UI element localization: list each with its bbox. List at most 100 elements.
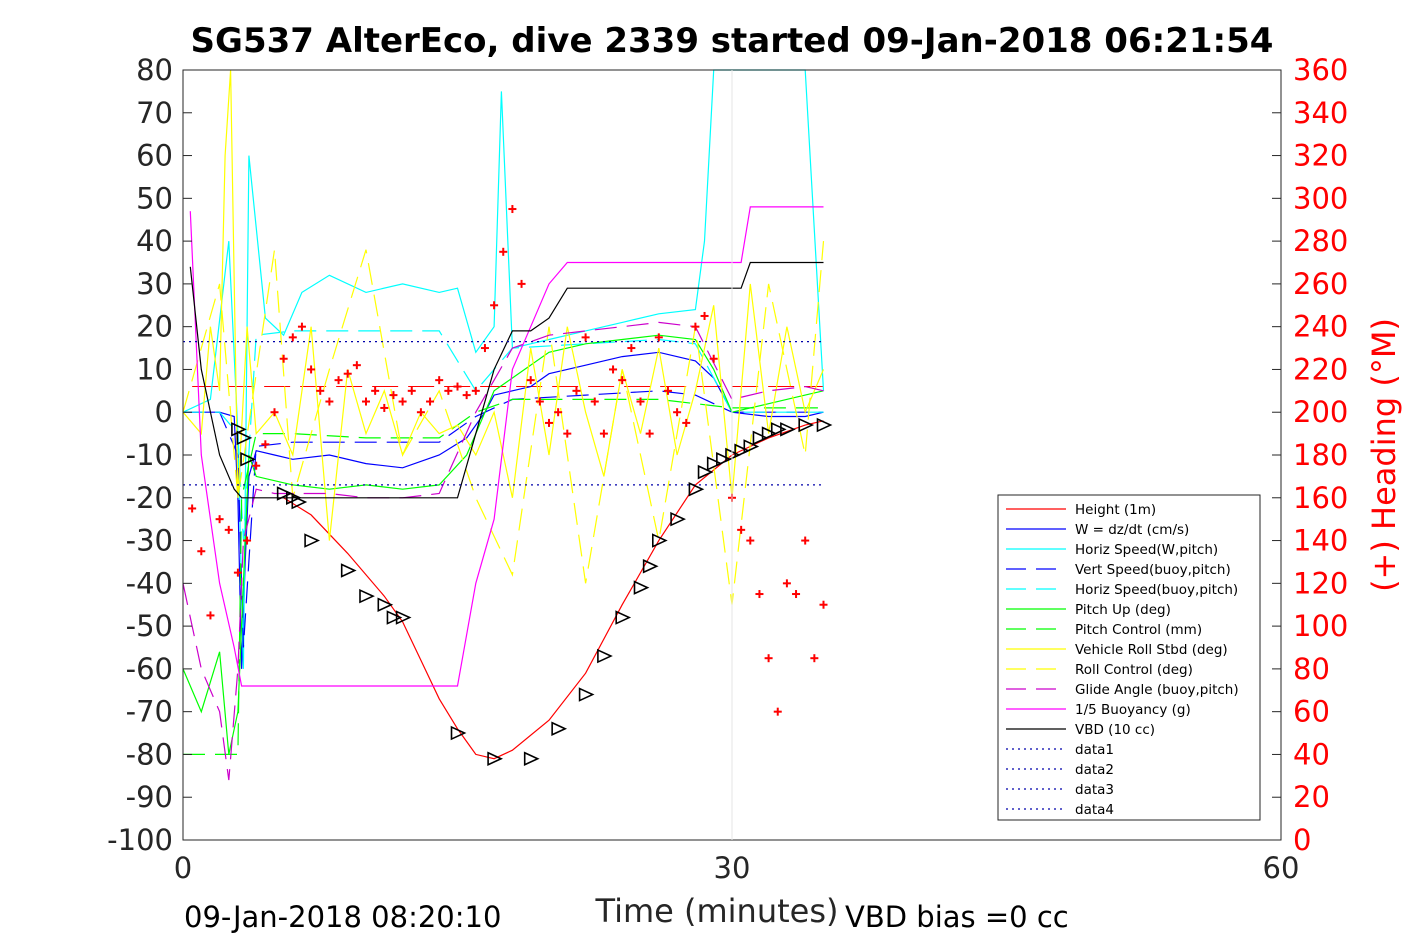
dive-marker	[651, 533, 668, 548]
heading-points	[188, 205, 828, 716]
heading-point	[252, 461, 261, 470]
y2-axis-label: (+) Heading (°M)	[1365, 318, 1403, 592]
heading-point	[673, 408, 682, 417]
footer-vbd-bias: VBD bias =0 cc	[845, 900, 1069, 934]
right-tick-label: 80	[1293, 652, 1330, 686]
heading-point	[764, 654, 773, 663]
left-tick-label: -70	[126, 695, 173, 729]
heading-point	[499, 247, 508, 256]
right-tick-label: 360	[1293, 53, 1348, 87]
dive-marker	[578, 687, 595, 702]
heading-point	[407, 386, 416, 395]
dive-marker	[236, 430, 253, 446]
series-line-6	[183, 398, 824, 756]
legend-label: data3	[1075, 782, 1114, 798]
left-axis-ticks: 80 70 60 50 40 30 20 10 0 -10 -20 -30 -40 -50 -60 -70 -8…	[107, 53, 192, 857]
right-tick-label: 320	[1293, 139, 1348, 173]
legend-label: Horiz Speed(buoy,pitch)	[1075, 582, 1238, 598]
dive-marker	[761, 426, 778, 441]
dive-marker	[633, 580, 650, 595]
dive-marker	[597, 648, 613, 664]
chart-title: SG537 AlterEco, dive 2339 started 09-Jan…	[191, 21, 1274, 61]
dive-marker	[359, 588, 375, 604]
heading-point	[362, 397, 370, 406]
dive-marker	[716, 452, 732, 467]
heading-point	[243, 536, 252, 545]
heading-point	[792, 590, 801, 599]
heading-point	[709, 354, 718, 363]
heading-point	[480, 344, 489, 353]
x-tick-label: 0	[174, 851, 192, 885]
heading-point	[663, 386, 672, 395]
heading-point	[737, 525, 746, 534]
heading-point	[224, 525, 233, 534]
left-tick-label: 80	[136, 53, 173, 87]
series-line-9	[182, 321, 824, 781]
right-tick-label: 180	[1293, 438, 1348, 472]
heading-point	[819, 600, 828, 609]
dive-marker	[285, 490, 302, 506]
heading-point	[334, 376, 343, 385]
dive-marker	[770, 422, 787, 437]
dive-marker	[706, 456, 723, 471]
heading-point	[590, 397, 599, 406]
series-line-7	[182, 69, 825, 541]
heading-point	[444, 386, 453, 395]
series-line-8	[182, 241, 825, 605]
heading-point	[609, 365, 618, 374]
heading-point	[545, 418, 553, 427]
left-tick-label: 70	[136, 96, 173, 130]
heading-point	[352, 361, 361, 370]
right-tick-label: 60	[1293, 695, 1330, 729]
dive-marker	[487, 751, 504, 766]
dive-marker	[291, 494, 308, 510]
heading-point	[654, 333, 663, 342]
dive-marker	[734, 443, 751, 458]
heading-point	[782, 579, 791, 588]
dive-marker	[816, 417, 833, 433]
heading-point	[380, 403, 389, 412]
dive-marker	[450, 725, 467, 741]
legend-label: data4	[1075, 802, 1114, 818]
dive-marker	[395, 610, 412, 625]
dive-marker	[697, 464, 714, 480]
heading-point	[691, 322, 700, 331]
right-tick-label: 160	[1293, 481, 1348, 515]
heading-point	[416, 408, 425, 417]
heading-point	[810, 654, 819, 663]
legend-label: data1	[1075, 742, 1114, 758]
left-tick-label: -10	[126, 438, 173, 472]
left-tick-label: 30	[136, 267, 173, 301]
heading-point	[398, 397, 407, 406]
right-tick-label: 220	[1293, 352, 1348, 386]
heading-point	[233, 568, 242, 577]
series-line-3	[183, 390, 824, 648]
series-line-10	[189, 206, 824, 687]
dive-marker	[743, 439, 760, 454]
legend-label: 1/5 Buoyancy (g)	[1075, 702, 1191, 718]
x-axis-ticks: 0 30 60	[174, 70, 1299, 885]
heading-point	[343, 369, 352, 378]
legend-label: data2	[1075, 762, 1114, 778]
right-tick-label: 100	[1293, 609, 1348, 643]
heading-point	[197, 547, 206, 556]
left-tick-label: 60	[136, 139, 173, 173]
heading-point	[389, 391, 398, 400]
dive-marker	[551, 721, 568, 737]
dive-marker	[752, 430, 769, 446]
series-line-11	[189, 261, 824, 499]
series-layer	[182, 69, 825, 781]
right-tick-label: 140	[1293, 524, 1348, 558]
left-tick-label: 0	[155, 395, 173, 429]
heading-point	[188, 504, 197, 513]
right-tick-label: 120	[1293, 566, 1348, 600]
heading-point	[508, 205, 517, 214]
left-tick-label: -100	[107, 823, 173, 857]
heading-point	[636, 397, 645, 406]
left-tick-label: -80	[126, 737, 173, 771]
heading-point	[645, 429, 654, 438]
dive-marker	[798, 417, 815, 433]
right-tick-label: 300	[1293, 181, 1348, 215]
heading-point	[297, 322, 306, 331]
right-tick-label: 340	[1293, 96, 1348, 130]
